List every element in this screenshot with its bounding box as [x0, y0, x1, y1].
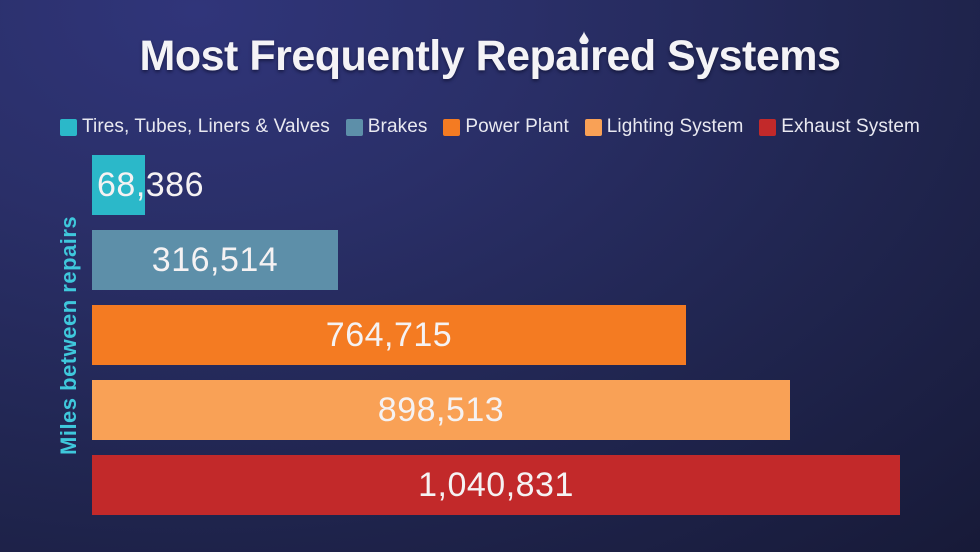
bar-brakes: 316,514: [92, 230, 338, 290]
bar-row-brakes: 316,514: [92, 230, 908, 290]
value-label: 898,513: [377, 391, 505, 429]
title-text-post: red Systems: [590, 32, 841, 80]
legend-label: Brakes: [367, 116, 428, 137]
legend-swatch-brakes: [345, 118, 363, 136]
bar-tires-tubes-liners-valves: 68,386: [92, 155, 204, 215]
legend-label: Tires, Tubes, Liners & Valves: [82, 116, 330, 137]
legend-item-exhaust-system: Exhaust System: [759, 116, 920, 138]
bar-row-tires-tubes-liners-valves: 68,386: [92, 155, 908, 215]
value-label: 764,715: [325, 316, 453, 354]
y-axis-label: Miles between repairs: [56, 215, 81, 455]
value-label: 316,514: [151, 241, 279, 279]
bar-row-exhaust-system: 1,040,831: [92, 455, 908, 515]
legend-label: Exhaust System: [781, 116, 920, 137]
legend-swatch-tires: [60, 118, 77, 136]
title-text-pre: Most Frequently Repa: [139, 32, 580, 80]
legend-swatch-power-plant: [443, 118, 461, 136]
legend-item-brakes: Brakes: [345, 116, 428, 138]
legend-swatch-exhaust-system: [759, 118, 777, 136]
bar-power-plant: 764,715: [92, 305, 686, 365]
legend: Tires, Tubes, Liners & Valves Brakes Pow…: [60, 116, 920, 138]
legend-label: Lighting System: [606, 116, 744, 137]
value-label: 68,386: [97, 166, 204, 204]
bar-chart-plot-area: 68,386 316,514 764,715 898,513 1,040,831: [92, 155, 908, 530]
legend-swatch-lighting-system: [584, 118, 602, 136]
bar-row-power-plant: 764,715: [92, 305, 908, 365]
bar-row-lighting-system: 898,513: [92, 380, 908, 440]
page-title: Most Frequently Repaı red Systems: [0, 31, 980, 81]
water-drop-icon: [579, 31, 590, 44]
title-letter-i: ı: [578, 31, 591, 80]
legend-label: Power Plant: [465, 116, 569, 137]
legend-item-tires-tubes-liners-valves: Tires, Tubes, Liners & Valves: [60, 116, 330, 138]
legend-item-power-plant: Power Plant: [443, 116, 569, 138]
bar-exhaust-system: 1,040,831: [92, 455, 900, 515]
legend-item-lighting-system: Lighting System: [584, 116, 744, 138]
value-label: 1,040,831: [418, 466, 574, 504]
bar-lighting-system: 898,513: [92, 380, 790, 440]
